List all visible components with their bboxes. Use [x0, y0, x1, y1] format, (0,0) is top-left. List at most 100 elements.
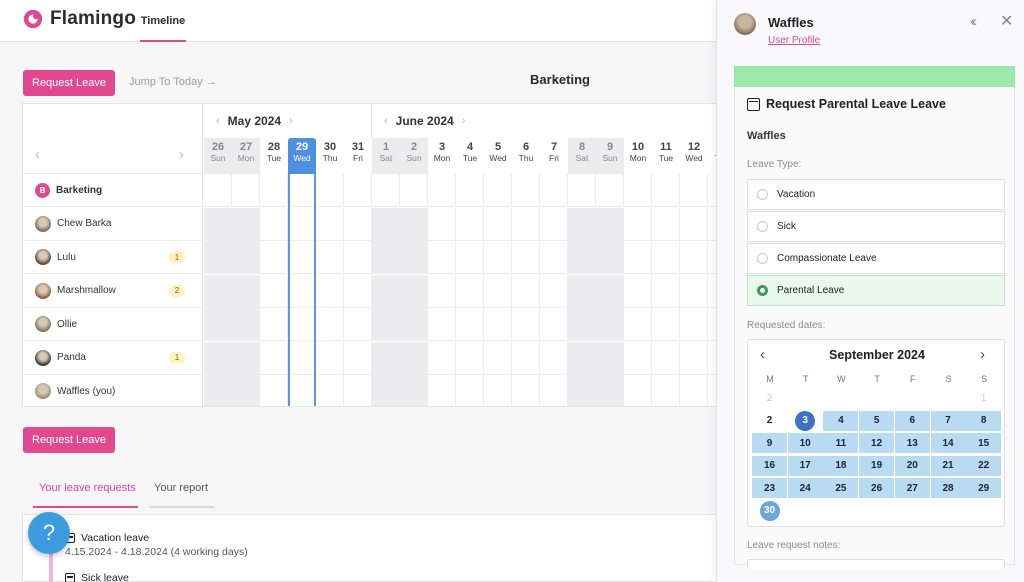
- calendar-day[interactable]: 11: [823, 433, 859, 453]
- timeline-cell[interactable]: [456, 274, 484, 308]
- calendar-day[interactable]: 13: [894, 433, 930, 453]
- timeline-cell[interactable]: [652, 174, 680, 207]
- timeline-cell[interactable]: [596, 241, 624, 274]
- calendar-day[interactable]: 14: [930, 433, 966, 453]
- list-item[interactable]: Vacation leave: [65, 532, 149, 544]
- timeline-cell[interactable]: [652, 341, 680, 375]
- timeline-cell[interactable]: [400, 274, 428, 308]
- help-button[interactable]: ?: [28, 512, 70, 554]
- chevron-right-icon[interactable]: ›: [289, 115, 293, 127]
- chevron-left-icon[interactable]: ‹: [216, 115, 220, 127]
- timeline-cell[interactable]: [540, 207, 568, 241]
- timeline-cell[interactable]: [428, 341, 456, 375]
- timeline-cell[interactable]: [232, 174, 260, 207]
- timeline-cell[interactable]: [428, 207, 456, 241]
- timeline-cell[interactable]: [344, 341, 372, 375]
- timeline-cell[interactable]: [204, 308, 232, 341]
- timeline-cell[interactable]: [512, 207, 540, 241]
- timeline-cell[interactable]: [652, 241, 680, 274]
- calendar-day[interactable]: 10: [787, 433, 823, 453]
- timeline-cell[interactable]: [400, 308, 428, 341]
- chevron-left-icon[interactable]: ‹: [384, 115, 388, 127]
- timeline-cell[interactable]: [484, 341, 512, 375]
- calendar-day[interactable]: 29: [966, 478, 1002, 498]
- timeline-cell[interactable]: [484, 207, 512, 241]
- calendar-day[interactable]: 5: [859, 410, 895, 431]
- timeline-cell[interactable]: [372, 274, 400, 308]
- timeline-cell[interactable]: [596, 274, 624, 308]
- timeline-cell[interactable]: [428, 375, 456, 406]
- jump-to-today-link[interactable]: Jump To Today →: [129, 76, 217, 88]
- timeline-cell[interactable]: [260, 207, 288, 241]
- timeline-cell[interactable]: [232, 207, 260, 241]
- calendar-day[interactable]: 18: [823, 455, 859, 476]
- timeline-cell[interactable]: [624, 274, 652, 308]
- timeline-cell[interactable]: [400, 241, 428, 274]
- timeline-cell[interactable]: [596, 207, 624, 241]
- leave-option-sick[interactable]: Sick: [747, 211, 1005, 242]
- timeline-cell[interactable]: [708, 174, 716, 207]
- timeline-cell[interactable]: [204, 274, 232, 308]
- timeline-cell[interactable]: [372, 207, 400, 241]
- close-icon[interactable]: ✕: [1000, 13, 1014, 30]
- timeline-cell[interactable]: [568, 241, 596, 274]
- timeline-cell[interactable]: [540, 174, 568, 207]
- nav-tab-timeline[interactable]: Timeline: [140, 0, 186, 42]
- calendar-day[interactable]: 26: [859, 478, 895, 498]
- timeline-cell[interactable]: [484, 308, 512, 341]
- person-row[interactable]: Chew Barka: [23, 208, 203, 241]
- timeline-cell[interactable]: [372, 341, 400, 375]
- timeline-cell[interactable]: [260, 241, 288, 274]
- timeline-cell[interactable]: [456, 174, 484, 207]
- timeline-cell[interactable]: [316, 274, 344, 308]
- timeline-cell[interactable]: [568, 375, 596, 406]
- timeline-cell[interactable]: [680, 375, 708, 406]
- timeline-cell[interactable]: [624, 308, 652, 341]
- calendar-day[interactable]: 17: [787, 455, 823, 476]
- timeline-cell[interactable]: [624, 174, 652, 207]
- timeline-cell[interactable]: [708, 375, 716, 406]
- timeline-cell[interactable]: [428, 308, 456, 341]
- timeline-cell[interactable]: [512, 174, 540, 207]
- chevron-right-icon[interactable]: ›: [980, 346, 985, 363]
- timeline-cell[interactable]: [428, 241, 456, 274]
- timeline-cell[interactable]: [372, 174, 400, 207]
- timeline-cell[interactable]: [428, 174, 456, 207]
- timeline-cell[interactable]: [232, 375, 260, 406]
- timeline-cell[interactable]: [652, 375, 680, 406]
- calendar-day[interactable]: 27: [894, 478, 930, 498]
- timeline-cell[interactable]: [652, 274, 680, 308]
- calendar-day[interactable]: 15: [966, 433, 1002, 453]
- chevron-right-icon[interactable]: ›: [179, 146, 184, 163]
- timeline-cell[interactable]: [232, 274, 260, 308]
- timeline-cell[interactable]: [708, 241, 716, 274]
- timeline-cell[interactable]: [456, 308, 484, 341]
- timeline-cell[interactable]: [204, 241, 232, 274]
- calendar-day[interactable]: 24: [787, 478, 823, 498]
- calendar-day[interactable]: 2: [766, 415, 773, 426]
- timeline-cell[interactable]: [232, 241, 260, 274]
- timeline-cell[interactable]: [708, 208, 716, 241]
- timeline-cell[interactable]: [512, 375, 540, 406]
- chevron-right-icon[interactable]: ›: [461, 115, 466, 127]
- timeline-cell[interactable]: [316, 241, 344, 274]
- timeline-cell[interactable]: [568, 174, 596, 207]
- team-row[interactable]: B Barketing: [23, 174, 203, 207]
- timeline-cell[interactable]: [260, 341, 288, 375]
- chevron-left-icon[interactable]: ‹: [760, 346, 765, 363]
- timeline-cell[interactable]: [316, 341, 344, 375]
- leave-option-vacation[interactable]: Vacation: [747, 179, 1005, 210]
- timeline-cell[interactable]: [400, 341, 428, 375]
- calendar-day[interactable]: 3: [788, 410, 823, 431]
- timeline-cell[interactable]: [708, 275, 716, 308]
- timeline-cell[interactable]: [568, 274, 596, 308]
- calendar-day[interactable]: 6: [894, 410, 930, 431]
- person-row[interactable]: Marshmallow 2: [23, 275, 203, 308]
- calendar-day[interactable]: 23: [752, 478, 787, 498]
- timeline-cell[interactable]: [344, 308, 372, 341]
- timeline-cell[interactable]: [316, 375, 344, 406]
- calendar-day[interactable]: 21: [930, 455, 966, 476]
- timeline-cell[interactable]: [344, 375, 372, 406]
- calendar-day[interactable]: 20: [894, 455, 930, 476]
- timeline-cell[interactable]: [316, 308, 344, 341]
